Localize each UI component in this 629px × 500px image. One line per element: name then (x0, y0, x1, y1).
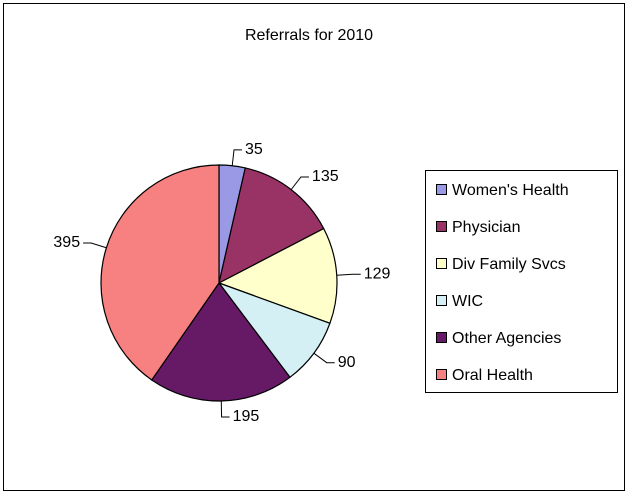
data-label: 195 (233, 408, 260, 425)
data-label: 135 (312, 168, 339, 185)
legend-label: Div Family Svcs (452, 256, 566, 273)
chart-title: Referrals for 2010 (245, 27, 373, 44)
leader-line (336, 273, 361, 276)
leader-line (220, 400, 230, 418)
legend-box (425, 170, 618, 393)
legend-swatch (436, 258, 447, 269)
leader-line (83, 242, 107, 249)
pie-slice (218, 167, 325, 285)
legend-swatch (436, 332, 447, 343)
legend-swatch (436, 295, 447, 306)
leader-line (290, 176, 309, 190)
legend-label: Other Agencies (452, 330, 561, 347)
legend-label: Physician (452, 219, 520, 236)
data-label: 395 (53, 234, 80, 251)
legend-label: Oral Health (452, 367, 533, 384)
data-label: 35 (245, 141, 263, 158)
leader-line (231, 149, 243, 166)
pie-slice (150, 281, 291, 402)
leader-line (313, 352, 335, 364)
data-label: 90 (338, 354, 356, 371)
legend-label: Women's Health (452, 182, 569, 199)
legend-label: WIC (452, 293, 483, 310)
legend-swatch (436, 221, 447, 232)
data-label: 129 (364, 265, 391, 282)
legend-swatch (436, 369, 447, 380)
pie-slice (217, 227, 338, 325)
legend-swatch (436, 184, 447, 195)
